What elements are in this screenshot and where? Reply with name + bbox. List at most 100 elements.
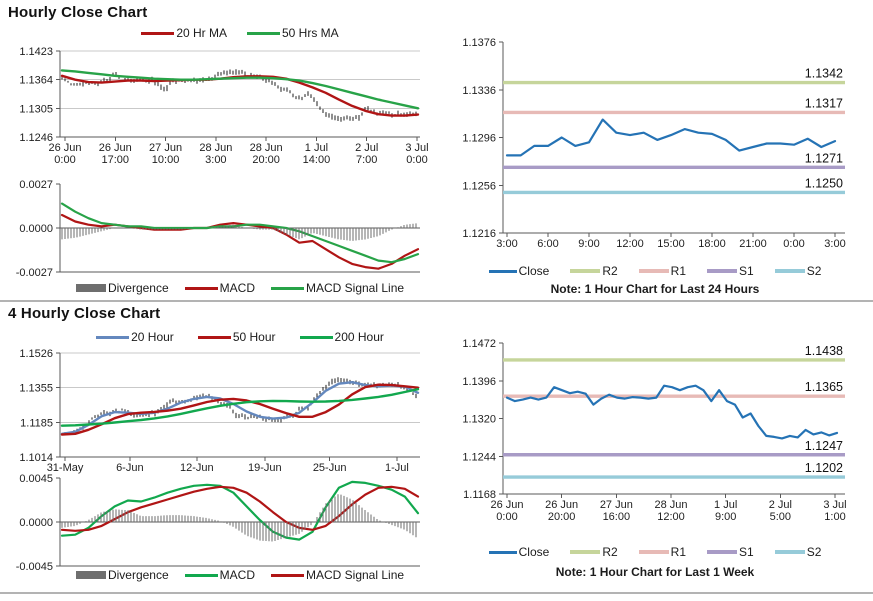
red-line-swatch bbox=[197, 335, 231, 339]
svg-text:6-Jun: 6-Jun bbox=[116, 462, 144, 474]
pink-line-swatch bbox=[638, 269, 669, 273]
red-line-swatch bbox=[271, 573, 304, 577]
legend-item-close: Close bbox=[488, 545, 550, 559]
svg-text:1.1317: 1.1317 bbox=[805, 96, 843, 110]
legend-hourly-ma: 20 Hr MA 50 Hrs MA bbox=[60, 26, 420, 40]
svg-text:15:00: 15:00 bbox=[657, 238, 685, 250]
legend-label: S1 bbox=[739, 264, 754, 278]
svg-text:1.1185: 1.1185 bbox=[20, 417, 53, 429]
svg-text:12-Jun: 12-Jun bbox=[180, 462, 214, 474]
legend-item-20hour: 20 Hour bbox=[96, 330, 174, 344]
hourly-macd-chart-svg: 0.0027 0.0000 -0.0027 bbox=[16, 179, 420, 279]
svg-text:3:00: 3:00 bbox=[824, 238, 845, 250]
olive-line-swatch bbox=[570, 550, 601, 554]
legend-4hourly-macd: Divergence MACD MACD Signal Line bbox=[60, 568, 420, 582]
svg-text:1.1216: 1.1216 bbox=[462, 228, 496, 240]
red-line-swatch bbox=[184, 286, 218, 290]
legend-label: S2 bbox=[806, 545, 822, 559]
blue-line-swatch bbox=[96, 335, 130, 339]
svg-text:21:00: 21:00 bbox=[739, 238, 767, 250]
svg-text:12:00: 12:00 bbox=[616, 238, 644, 250]
legend-item-close: Close bbox=[488, 264, 549, 278]
legend-item-r2: R2 bbox=[570, 545, 618, 559]
legend-4hourly-ma: 20 Hour 50 Hour 200 Hour bbox=[60, 330, 420, 344]
legend-label: MACD Signal Line bbox=[306, 281, 405, 295]
gray-bar-swatch bbox=[75, 284, 106, 292]
svg-text:1.1438: 1.1438 bbox=[805, 344, 843, 358]
blue-line-swatch bbox=[488, 269, 517, 273]
legend-label: R1 bbox=[670, 264, 686, 278]
red-line-swatch bbox=[141, 31, 175, 35]
legend-item-r2: R2 bbox=[570, 264, 618, 278]
purple-line-swatch bbox=[707, 550, 737, 554]
svg-text:1.1256: 1.1256 bbox=[462, 180, 496, 192]
note-24h: Note: 1 Hour Chart for Last 24 Hours bbox=[550, 282, 760, 296]
legend-hourly-macd: Divergence MACD MACD Signal Line bbox=[60, 281, 420, 295]
lightblue-line-swatch bbox=[774, 269, 805, 273]
svg-text:19-Jun: 19-Jun bbox=[248, 462, 282, 474]
4hourly-macd-chart: 0.0045 0.0000 -0.0045 bbox=[2, 472, 422, 573]
legend-item-macd: MACD bbox=[184, 281, 255, 295]
svg-text:1-Jul: 1-Jul bbox=[385, 462, 409, 474]
legend-label: MACD Signal Line bbox=[306, 568, 405, 582]
svg-text:1.1246: 1.1246 bbox=[19, 132, 53, 144]
svg-text:1.1271: 1.1271 bbox=[805, 151, 843, 165]
legend-label: Divergence bbox=[107, 281, 169, 295]
4hourly-macd-chart-svg: 0.0045 0.0000 -0.0045 bbox=[16, 473, 420, 573]
svg-text:0.0045: 0.0045 bbox=[19, 473, 53, 485]
svg-text:3:00: 3:00 bbox=[496, 238, 517, 250]
legend-4hourly-sr: Close R2 R1 S1 S2 bbox=[445, 545, 865, 559]
separator-line bbox=[0, 300, 873, 302]
svg-text:1.1202: 1.1202 bbox=[805, 461, 843, 475]
svg-text:31-May: 31-May bbox=[47, 462, 84, 474]
svg-text:1.1342: 1.1342 bbox=[805, 67, 843, 81]
legend-item-50hour: 50 Hour bbox=[197, 330, 276, 344]
svg-text:1.1168: 1.1168 bbox=[463, 489, 496, 501]
legend-item-divergence: Divergence bbox=[75, 281, 169, 295]
svg-text:0.0000: 0.0000 bbox=[19, 517, 53, 529]
green-line-swatch bbox=[271, 286, 304, 290]
legend-label: 200 Hour bbox=[334, 330, 384, 344]
svg-text:1.1014: 1.1014 bbox=[19, 452, 53, 464]
svg-text:1.1336: 1.1336 bbox=[462, 85, 496, 97]
legend-item-r1: R1 bbox=[638, 264, 686, 278]
legend-label: 50 Hrs MA bbox=[282, 26, 339, 40]
svg-text:6:00: 6:00 bbox=[537, 238, 558, 250]
legend-hourly-sr: Close R2 R1 S1 S2 bbox=[445, 264, 865, 278]
legend-item-s2: S2 bbox=[774, 545, 822, 559]
legend-item-20hr-ma: 20 Hr MA bbox=[141, 26, 227, 40]
legend-label: 20 Hr MA bbox=[176, 26, 227, 40]
legend-item-divergence: Divergence bbox=[75, 568, 169, 582]
svg-text:1.1365: 1.1365 bbox=[805, 380, 843, 394]
legend-item-50hrs-ma: 50 Hrs MA bbox=[247, 26, 339, 40]
svg-text:1.1355: 1.1355 bbox=[19, 383, 53, 395]
hourly-sr-chart: 1.1376 1.1336 1.1296 1.1256 1.1216 1.1342 1.13… bbox=[445, 36, 865, 261]
olive-line-swatch bbox=[570, 269, 601, 273]
blue-line-swatch bbox=[488, 550, 517, 554]
note-1week: Note: 1 Hour Chart for Last 1 Week bbox=[555, 565, 755, 579]
svg-text:18:00: 18:00 bbox=[698, 238, 726, 250]
legend-label: S1 bbox=[739, 545, 754, 559]
legend-label: Divergence bbox=[107, 568, 169, 582]
4hourly-sr-chart: 1.1472 1.1396 1.1320 1.1244 1.1168 1.1438 1.13… bbox=[445, 337, 865, 527]
svg-text:25-Jun: 25-Jun bbox=[313, 462, 347, 474]
legend-label: Close bbox=[518, 545, 550, 559]
pink-line-swatch bbox=[638, 550, 669, 554]
separator-line bbox=[0, 592, 873, 594]
svg-text:0:00: 0:00 bbox=[783, 238, 804, 250]
legend-item-s1: S1 bbox=[707, 545, 754, 559]
lightblue-line-swatch bbox=[774, 550, 805, 554]
legend-item-200hour: 200 Hour bbox=[299, 330, 384, 344]
legend-item-r1: R1 bbox=[638, 545, 686, 559]
